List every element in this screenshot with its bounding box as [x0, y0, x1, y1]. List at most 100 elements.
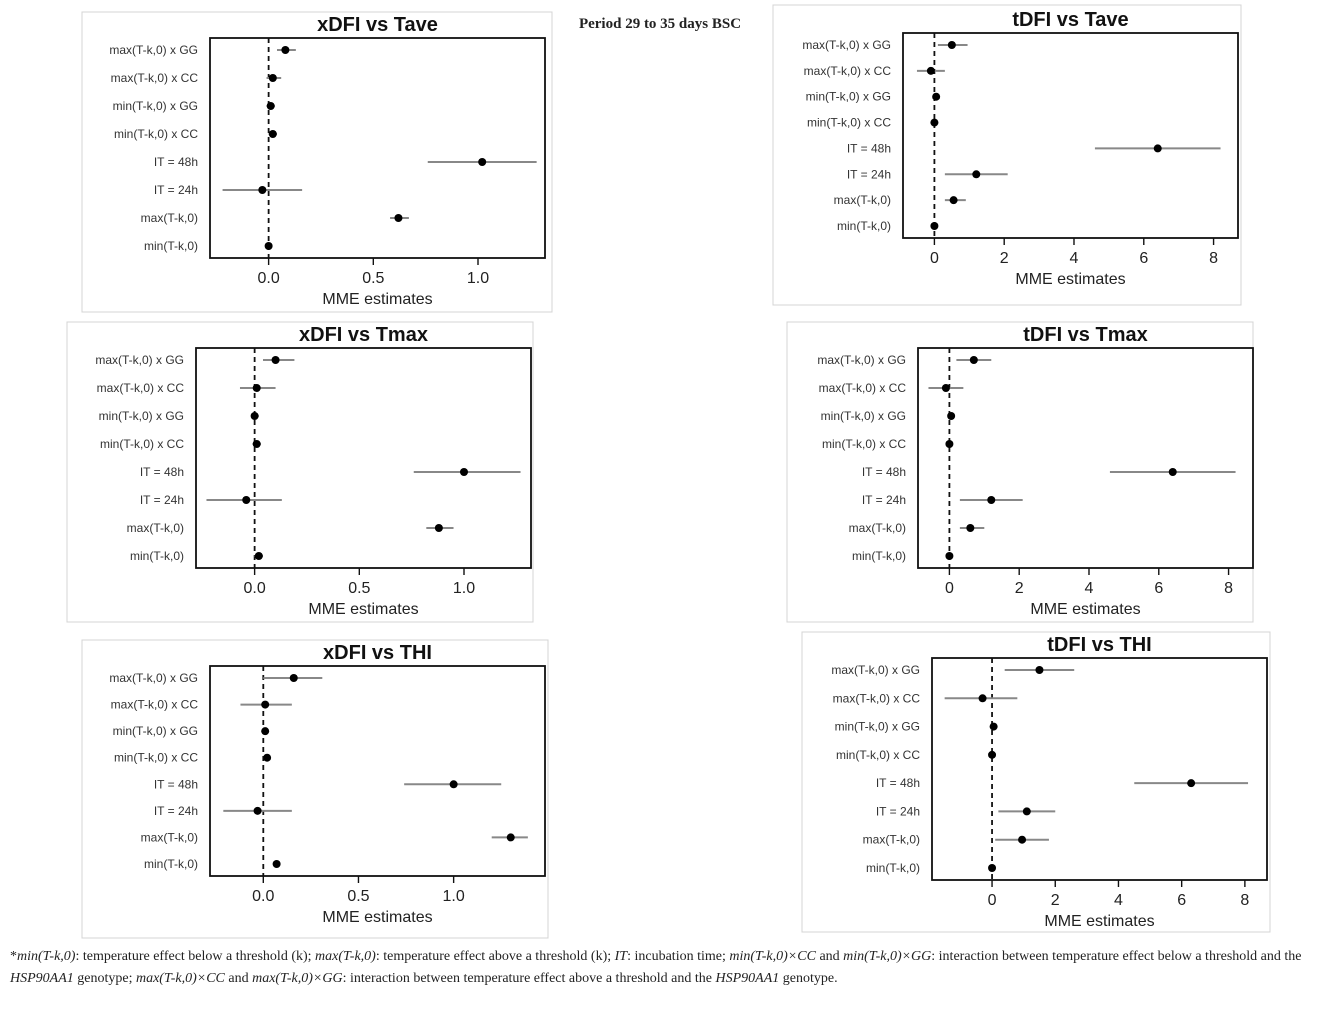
category-label: IT = 48h [140, 465, 184, 479]
point-estimate [261, 727, 270, 736]
point-estimate [268, 74, 277, 82]
point-estimate [252, 384, 261, 392]
plot-box [209, 665, 546, 877]
point-estimate [945, 440, 954, 448]
category-label: max(T-k,0) x GG [831, 663, 920, 677]
category-label: max(T-k,0) x CC [833, 691, 921, 705]
plot-title: tDFI vs THI [1047, 634, 1151, 656]
point-estimate [261, 700, 270, 709]
x-tick-label: 0.5 [348, 580, 370, 597]
point-estimate [945, 552, 954, 560]
point-estimate [263, 753, 272, 762]
category-label: min(T-k,0) [144, 857, 198, 871]
plot-title: tDFI vs Tmax [1023, 324, 1147, 346]
point-estimate [258, 186, 267, 194]
category-label: min(T-k,0) x CC [836, 748, 920, 762]
category-label: max(T-k,0) [141, 211, 198, 225]
x-tick-label: 0.0 [244, 580, 266, 597]
category-label: max(T-k,0) [141, 830, 198, 844]
x-tick-label: 1.0 [453, 580, 475, 597]
category-label: min(T-k,0) x GG [821, 409, 906, 423]
forest-plot-3: xDFI vs Tmax 0.0 0.5 1.0 MME estimates max(T-… [66, 321, 534, 623]
plot-box [917, 347, 1254, 569]
category-label: max(T-k,0) [127, 521, 184, 535]
point-estimate [1018, 835, 1027, 844]
point-estimate [1153, 144, 1162, 153]
x-tick-label: 0 [945, 580, 954, 597]
category-label: min(T-k,0) x GG [113, 99, 198, 113]
point-estimate [947, 41, 956, 49]
x-tick-label: 0.5 [347, 888, 369, 905]
point-estimate [253, 806, 262, 815]
category-label: IT = 48h [847, 141, 891, 155]
plot-frame [801, 631, 1271, 933]
category-label: IT = 48h [154, 155, 198, 169]
footnote-part: : temperature effect below a threshold (… [75, 949, 316, 964]
x-tick-label: 4 [1070, 250, 1079, 267]
x-tick-label: 2 [1000, 250, 1009, 267]
forest-plot-6: tDFI vs THI 0 2 4 6 8 MME estimates max(T-k,0) … [801, 631, 1271, 933]
category-label: IT = 24h [140, 493, 184, 507]
footnote-part: : incubation time; [627, 949, 730, 964]
footnote-part: min(T-k,0)×CC [729, 949, 816, 964]
category-label: min(T-k,0) x CC [114, 127, 198, 141]
point-estimate [271, 356, 280, 364]
point-estimate [941, 384, 950, 392]
point-estimate [930, 222, 939, 230]
point-estimate [254, 552, 263, 560]
x-axis-label: MME estimates [1044, 913, 1154, 930]
category-label: min(T-k,0) [144, 239, 198, 253]
point-estimate [460, 468, 468, 476]
x-axis-label: MME estimates [1015, 271, 1125, 288]
x-tick-label: 1.0 [467, 270, 489, 287]
footnote-part: HSP90AA1 [10, 971, 74, 986]
x-axis-label: MME estimates [322, 909, 432, 926]
x-tick-label: 2 [1051, 892, 1060, 909]
plot-box [195, 347, 532, 569]
footnote-part: : interaction between temperature effect… [931, 949, 1302, 964]
x-tick-label: 8 [1240, 892, 1249, 909]
point-estimate [478, 158, 487, 166]
category-label: IT = 48h [862, 465, 906, 479]
point-estimate [272, 860, 281, 868]
category-label: min(T-k,0) x GG [99, 409, 184, 423]
point-estimate [281, 46, 290, 54]
x-tick-label: 4 [1114, 892, 1123, 909]
plot-title: tDFI vs Tave [1012, 9, 1128, 31]
x-tick-label: 0 [988, 892, 997, 909]
forest-plot-4: tDFI vs Tmax 0 2 4 6 8 MME estimates max(T-k,0)… [786, 321, 1254, 623]
category-label: max(T-k,0) x GG [817, 353, 906, 367]
period-caption: Period 29 to 35 days BSC [578, 16, 742, 32]
category-label: min(T-k,0) x CC [822, 437, 906, 451]
footnote-part: max(T-k,0) [315, 949, 376, 964]
footnote-part: min(T-k,0) [17, 949, 76, 964]
footnote: *min(T-k,0): temperature effect below a … [10, 946, 1328, 990]
x-tick-label: 6 [1177, 892, 1186, 909]
forest-plot-5: xDFI vs THI 0.0 0.5 1.0 MME estimates max(T-k… [81, 639, 549, 939]
category-label: max(T-k,0) x GG [802, 38, 891, 52]
plot-frame [81, 639, 549, 939]
point-estimate [988, 864, 997, 872]
category-label: min(T-k,0) x GG [806, 90, 891, 104]
x-tick-label: 4 [1085, 580, 1094, 597]
point-estimate [988, 750, 997, 759]
category-label: min(T-k,0) x GG [113, 724, 198, 738]
footnote-part: genotype. [779, 971, 838, 986]
category-label: min(T-k,0) [866, 861, 920, 875]
point-estimate [268, 130, 277, 138]
x-tick-label: 0.0 [252, 888, 274, 905]
category-label: max(T-k,0) x CC [111, 71, 199, 85]
x-axis-label: MME estimates [308, 601, 418, 618]
point-estimate [506, 833, 515, 842]
category-label: max(T-k,0) [849, 521, 906, 535]
x-tick-label: 6 [1154, 580, 1163, 597]
point-estimate [1022, 807, 1031, 816]
point-estimate [978, 694, 987, 703]
plot-title: xDFI vs THI [323, 642, 432, 664]
category-label: min(T-k,0) x GG [835, 720, 920, 734]
footnote-part: min(T-k,0)×GG [843, 949, 932, 964]
forest-plot-1: xDFI vs Tave 0.0 0.5 1.0 MME estimates max(T-… [81, 11, 553, 313]
plot-box [931, 657, 1268, 881]
category-label: max(T-k,0) x CC [819, 381, 907, 395]
plot-frame [772, 4, 1242, 306]
